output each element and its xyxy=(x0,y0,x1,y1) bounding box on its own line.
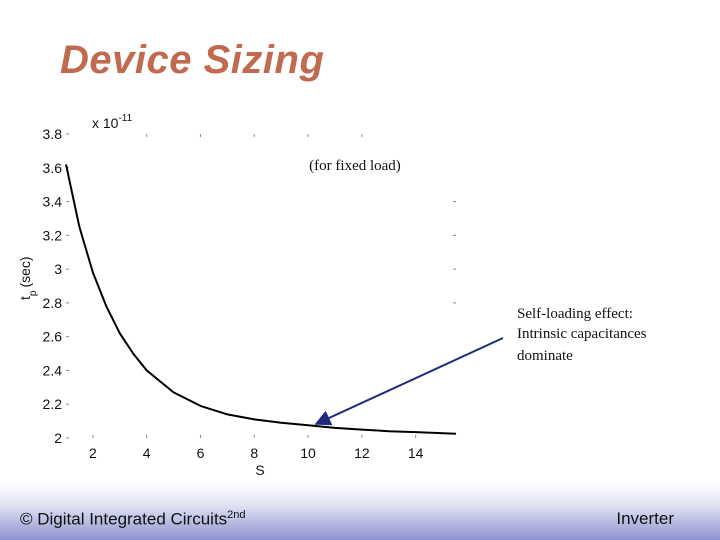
x-tick-label-1: 4 xyxy=(143,445,151,461)
annotation-line-1: Self-loading effect: xyxy=(517,306,633,322)
slide-title: Device Sizing xyxy=(60,38,325,82)
x-tick-label-0: 2 xyxy=(89,445,97,461)
y-exponent: x 10-11 xyxy=(92,113,133,131)
footer-chapter: Inverter xyxy=(616,509,674,528)
x-tick-label-3: 8 xyxy=(250,445,258,461)
y-tick-label-0: 2 xyxy=(54,430,62,446)
y-tick-label-2: 2.4 xyxy=(43,362,63,378)
x-tick-label-4: 10 xyxy=(300,445,316,461)
self-loading-annotation: Self-loading effect: Intrinsic capacitan… xyxy=(517,306,647,364)
footer-band: © Digital Integrated Circuits2nd Inverte… xyxy=(0,483,720,540)
y-tick-label-1: 2.2 xyxy=(43,396,63,412)
x-tick-label-5: 12 xyxy=(354,445,370,461)
annotation-line-3: dominate xyxy=(517,348,573,364)
x-tick-label-2: 6 xyxy=(197,445,205,461)
tp-vs-s-chart: 2 2.2 2.4 2.6 2.8 3 3.2 3.4 3.6 3.8 2 4 6 8 10 12 14 x … xyxy=(17,113,647,478)
footer-course-title: © Digital Integrated Circuits2nd xyxy=(20,509,246,529)
y-tick-label-3: 2.6 xyxy=(43,329,63,345)
x-ticks: 2 4 6 8 10 12 14 xyxy=(89,134,424,461)
y-tick-label-5: 3 xyxy=(54,261,62,277)
y-axis-label: tp(sec) xyxy=(17,256,39,300)
y-tick-label-6: 3.2 xyxy=(43,227,63,243)
x-tick-label-6: 14 xyxy=(408,445,424,461)
y-tick-label-8: 3.6 xyxy=(43,160,63,176)
x-axis-label: S xyxy=(255,462,264,478)
fixed-load-annotation: (for fixed load) xyxy=(309,158,401,174)
series-line-0 xyxy=(65,164,457,435)
series-layer xyxy=(65,164,457,435)
y-tick-label-4: 2.8 xyxy=(43,295,63,311)
y-tick-label-9: 3.8 xyxy=(43,126,63,142)
annotation-line-2: Intrinsic capacitances xyxy=(517,326,647,342)
y-tick-label-7: 3.4 xyxy=(43,194,63,210)
annotation-arrow xyxy=(314,337,504,426)
y-ticks: 2 2.2 2.4 2.6 2.8 3 3.2 3.4 3.6 3.8 xyxy=(43,126,456,446)
